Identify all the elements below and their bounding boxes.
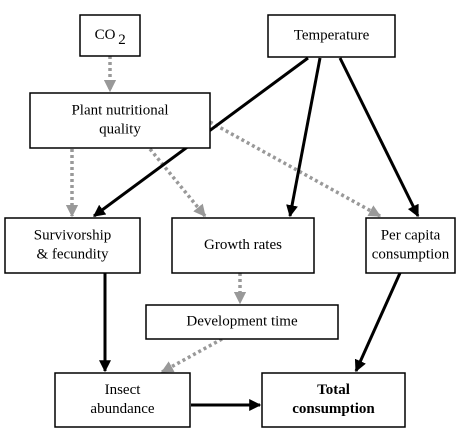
node-label: Survivorship xyxy=(34,227,112,243)
node: Per capita consumption xyxy=(365,217,456,274)
node-label: Insect xyxy=(105,382,142,398)
node-box xyxy=(171,217,315,274)
node: Temperature xyxy=(267,14,396,58)
arrow xyxy=(160,337,223,374)
node-box xyxy=(4,217,141,274)
node-box xyxy=(145,304,339,340)
node-label: quality xyxy=(99,121,141,137)
node-label: & fecundity xyxy=(36,246,109,262)
node: Survivorship & fecundity xyxy=(4,217,141,274)
node-box xyxy=(267,14,396,58)
node-label: abundance xyxy=(90,401,154,417)
node-box xyxy=(79,14,141,57)
node-label: Plant nutritional xyxy=(71,102,168,118)
node-label: Development time xyxy=(186,313,298,329)
arrow xyxy=(338,57,420,218)
arrow xyxy=(354,272,402,373)
node-subscript: 2 xyxy=(118,32,126,48)
node-box xyxy=(29,92,211,149)
node: Plant nutritional quality xyxy=(29,92,211,149)
node-label: Per capita xyxy=(381,227,441,243)
node: Growth rates xyxy=(171,217,315,274)
node: Total consumption xyxy=(261,372,406,428)
node-label: Growth rates xyxy=(204,237,282,253)
node: Insect abundance xyxy=(54,372,191,428)
node-box xyxy=(261,372,406,428)
node-label: consumption xyxy=(372,246,450,262)
node-label: Total xyxy=(317,382,350,398)
arrow xyxy=(286,57,322,218)
node-box xyxy=(54,372,191,428)
node-label: consumption xyxy=(292,401,375,417)
node: Development time xyxy=(145,304,339,340)
node: CO 2 xyxy=(79,14,141,57)
node-box xyxy=(365,217,456,274)
arrow xyxy=(209,120,382,218)
nodes: CO 2 Temperature Plant nutritional quality Su… xyxy=(4,14,456,428)
arrow xyxy=(148,147,207,218)
node-label: Temperature xyxy=(294,27,370,43)
node-label: CO xyxy=(95,27,116,43)
